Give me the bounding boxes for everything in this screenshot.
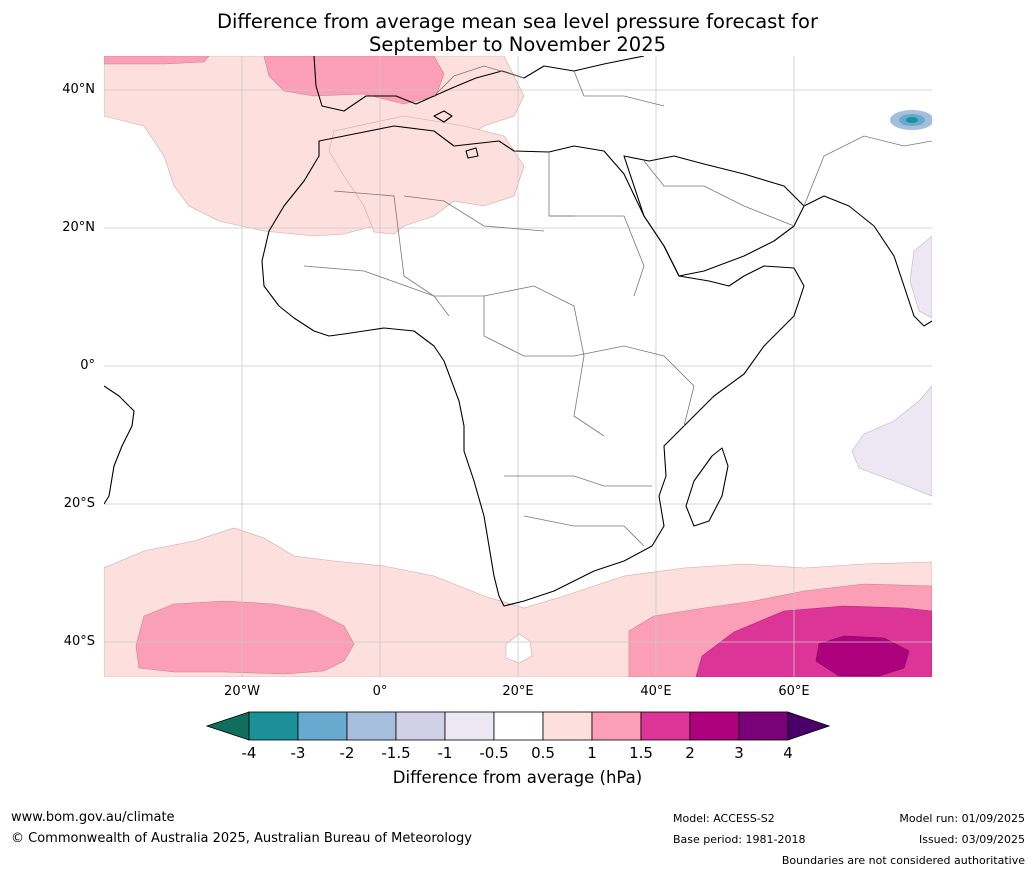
title-line-2: September to November 2025	[368, 33, 667, 56]
country-borders	[303, 65, 932, 547]
lat-label-20s: 20°S	[63, 496, 95, 511]
footer-url: www.bom.gov.au/climate	[11, 810, 175, 825]
anomaly-south-atlantic-medium	[135, 600, 355, 675]
border-sahel	[303, 265, 575, 307]
lon-label-20w: 20°W	[224, 684, 260, 699]
anomaly-india-faint	[909, 235, 932, 319]
forecast-map	[104, 56, 932, 677]
border-east	[623, 345, 695, 427]
footer-model-run: Model run: 01/09/2025	[899, 812, 1025, 825]
footer-copyright: © Commonwealth of Australia 2025, Austra…	[11, 831, 472, 846]
colorbar	[206, 711, 830, 741]
europe-coastline	[313, 56, 645, 112]
colorbar-segment	[395, 711, 446, 741]
lon-label-60e: 60°E	[778, 684, 810, 699]
anomaly-hole	[505, 633, 533, 664]
anomaly-north-africa-light	[328, 115, 525, 235]
colorbar-segment	[542, 711, 593, 741]
colorbar-segment	[738, 711, 789, 741]
footer-base-period: Base period: 1981-2018	[673, 833, 806, 846]
south-america-coastline	[104, 385, 135, 505]
lon-label-40e: 40°E	[640, 684, 672, 699]
mediterranean-islands	[433, 110, 479, 159]
border-sudan	[549, 215, 645, 297]
anomaly-himalaya-spot	[890, 110, 932, 130]
colorbar-tick-label: -2	[339, 744, 355, 762]
colorbar-tick-label: 1	[587, 744, 597, 762]
colorbar-segment	[248, 711, 299, 741]
border-central-a	[483, 296, 625, 357]
colorbar-segment	[591, 711, 642, 741]
lat-label-40n: 40°N	[62, 82, 95, 97]
border-sahara-a	[333, 190, 450, 317]
colorbar-tick-label: -3	[290, 744, 306, 762]
colorbar-segment	[444, 711, 495, 741]
lat-label-0: 0°	[80, 358, 95, 373]
footer-issued: Issued: 03/09/2025	[918, 833, 1025, 846]
footer-disclaimer: Boundaries are not considered authoritat…	[781, 854, 1025, 867]
border-south-a	[504, 475, 652, 487]
colorbar-segment	[346, 711, 397, 741]
colorbar-tick-label: 4	[783, 744, 793, 762]
colorbar-tick-label: -0.5	[479, 744, 509, 762]
colorbar-tick-label: 3	[734, 744, 744, 762]
colorbar-tick-label: 2	[685, 744, 695, 762]
madagascar-coastline	[685, 447, 729, 527]
colorbar-tick-label: -1	[437, 744, 453, 762]
anomaly-south-indian-core	[815, 635, 910, 677]
colorbar-extend-high	[787, 711, 830, 741]
border-south-b	[523, 515, 645, 547]
asia-coastline	[803, 195, 932, 327]
colorbar-extend-low	[206, 711, 250, 741]
colorbar-tick-label: -4	[241, 744, 257, 762]
colorbar-segment	[640, 711, 691, 741]
africa-coastline	[261, 125, 805, 607]
colorbar-segment	[297, 711, 348, 741]
border-europe	[433, 65, 665, 107]
anomaly-europe-medium	[263, 56, 445, 105]
lon-label-20e: 20°E	[502, 684, 534, 699]
anomaly-north-medium	[104, 56, 210, 65]
colorbar-segment	[493, 711, 544, 741]
colorbar-segment	[689, 711, 740, 741]
colorbar-tick-label: 1.5	[629, 744, 653, 762]
border-middle-east	[643, 160, 795, 227]
colorbar-label: Difference from average (hPa)	[392, 768, 643, 787]
footer-model: Model: ACCESS-S2	[673, 812, 775, 825]
title-line-1: Difference from average mean sea level p…	[217, 10, 818, 33]
anomaly-indian-ocean-faint	[851, 385, 932, 497]
border-asia	[803, 135, 932, 207]
colorbar-tick-label: 0.5	[531, 744, 555, 762]
colorbar-tick-label: -1.5	[381, 744, 411, 762]
lon-label-0: 0°	[372, 684, 388, 699]
border-central-b	[573, 305, 605, 437]
lat-label-40s: 40°S	[63, 634, 95, 649]
chart-title: Difference from average mean sea level p…	[0, 10, 1035, 56]
border-sahara-b	[403, 195, 545, 232]
anomaly-shading	[104, 56, 932, 677]
lat-label-20n: 20°N	[62, 220, 95, 235]
